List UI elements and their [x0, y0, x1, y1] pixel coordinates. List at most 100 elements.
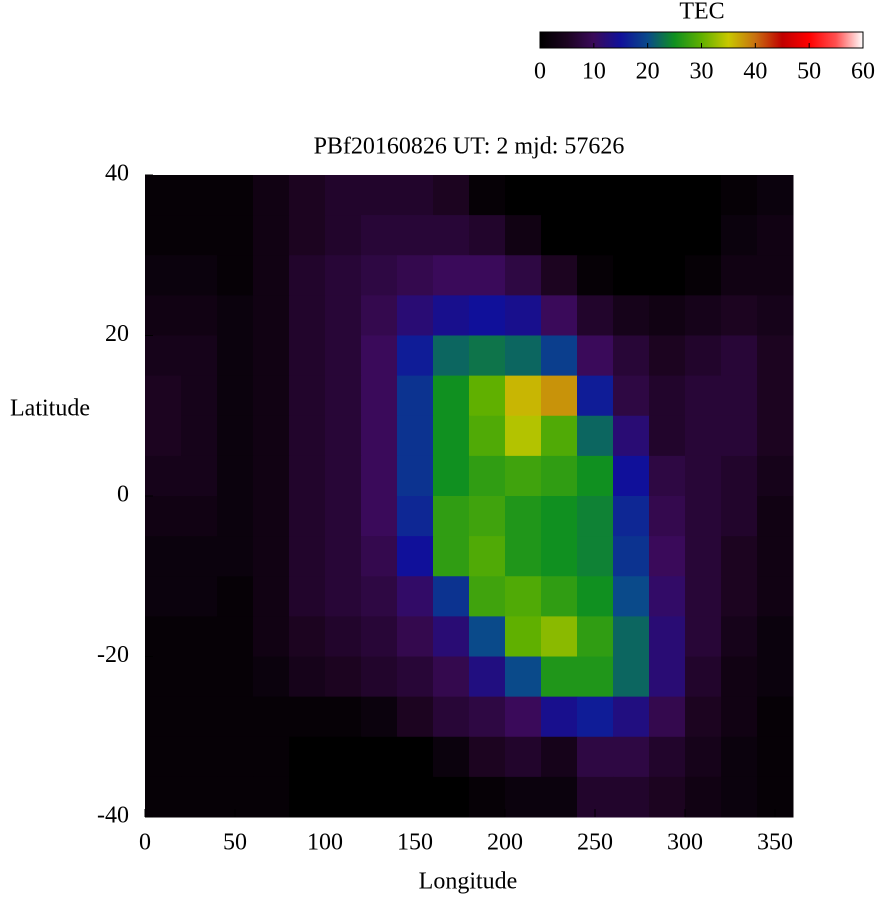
heat-cell [649, 295, 686, 336]
heat-cell [505, 496, 542, 537]
heat-cell [289, 496, 326, 537]
heat-cell [433, 455, 470, 497]
heat-cell [181, 496, 218, 537]
heat-cell [289, 175, 326, 216]
heat-cell [289, 295, 326, 336]
heat-cell [685, 536, 722, 577]
heat-cell [721, 736, 758, 778]
colorbar-tick-label: 20 [636, 59, 660, 85]
heat-cell [577, 295, 614, 336]
heat-cell [505, 415, 542, 457]
heat-cell [397, 696, 434, 738]
heat-cell [541, 576, 578, 617]
heat-cell [613, 536, 650, 577]
heat-cell [361, 415, 398, 457]
x-tick-label: 50 [223, 830, 247, 856]
heat-cell [397, 335, 434, 377]
heat-cell [253, 576, 290, 617]
heat-cell [217, 215, 254, 256]
heat-cell [397, 656, 434, 698]
heat-cell [253, 656, 290, 698]
heat-cell [181, 776, 218, 818]
heat-cell [181, 295, 218, 336]
heat-cell [289, 736, 326, 778]
heat-cell [289, 576, 326, 617]
heat-cell [613, 215, 650, 256]
heat-cell [685, 496, 722, 537]
heat-cell [181, 696, 218, 738]
heat-cell [541, 255, 578, 296]
heat-cell [289, 375, 326, 417]
heat-cell [145, 455, 182, 497]
heat-cell [721, 616, 758, 657]
heat-cell [577, 736, 614, 778]
colorbar-tick-label: 30 [690, 59, 714, 85]
heat-cell [289, 616, 326, 657]
heat-cell [757, 696, 794, 738]
heat-cell [145, 215, 182, 256]
heat-cell [217, 255, 254, 296]
heat-cell [721, 255, 758, 296]
heat-cell [649, 776, 686, 818]
heat-cell [649, 175, 686, 216]
heat-cell [577, 215, 614, 256]
heat-cell [757, 616, 794, 657]
heat-cell [325, 295, 362, 336]
heat-cell [181, 536, 218, 577]
heat-cell [325, 656, 362, 698]
heat-cell [541, 616, 578, 657]
heat-cell [685, 736, 722, 778]
heat-cell [253, 455, 290, 497]
heat-cell [433, 175, 470, 216]
heat-cell [361, 736, 398, 778]
heat-cell [253, 175, 290, 216]
heat-cell [577, 455, 614, 497]
heat-cell [145, 696, 182, 738]
heat-cell [217, 496, 254, 537]
heat-cell [469, 215, 506, 256]
heat-cell [541, 375, 578, 417]
heat-cell [181, 616, 218, 657]
heat-cell [397, 496, 434, 537]
x-axis-label: Longitude [419, 869, 518, 895]
heat-cell [541, 455, 578, 497]
heat-cell [433, 536, 470, 577]
heat-cell [469, 455, 506, 497]
heat-cell [289, 696, 326, 738]
heat-cell [685, 295, 722, 336]
heat-cell [721, 576, 758, 617]
colorbar-label: TEC [679, 0, 724, 25]
heat-cell [181, 375, 218, 417]
heat-cell [613, 696, 650, 738]
heat-cell [469, 536, 506, 577]
heat-cell [613, 415, 650, 457]
x-tick-label: 200 [487, 830, 523, 856]
heat-cell [721, 375, 758, 417]
heat-cell [289, 776, 326, 818]
heat-cell [433, 295, 470, 336]
heat-cell [469, 576, 506, 617]
heat-cell [361, 455, 398, 497]
heat-cell [397, 536, 434, 577]
y-tick-label: 20 [105, 321, 129, 347]
heat-cell [469, 415, 506, 457]
heat-cell [361, 295, 398, 336]
heat-cell [145, 255, 182, 296]
heat-cell [613, 175, 650, 216]
heat-cell [433, 696, 470, 738]
heat-cell [397, 295, 434, 336]
heat-cell [181, 215, 218, 256]
heat-cell [757, 656, 794, 698]
x-tick-label: 250 [577, 830, 613, 856]
heat-cell [685, 656, 722, 698]
heat-cell [181, 576, 218, 617]
heat-cell [757, 175, 794, 216]
heat-cell [253, 295, 290, 336]
heat-cell [217, 455, 254, 497]
heat-cell [685, 415, 722, 457]
heat-cell [325, 616, 362, 657]
heat-cell [469, 175, 506, 216]
heat-cell [145, 335, 182, 377]
heat-cell [433, 415, 470, 457]
heat-cell [469, 255, 506, 296]
